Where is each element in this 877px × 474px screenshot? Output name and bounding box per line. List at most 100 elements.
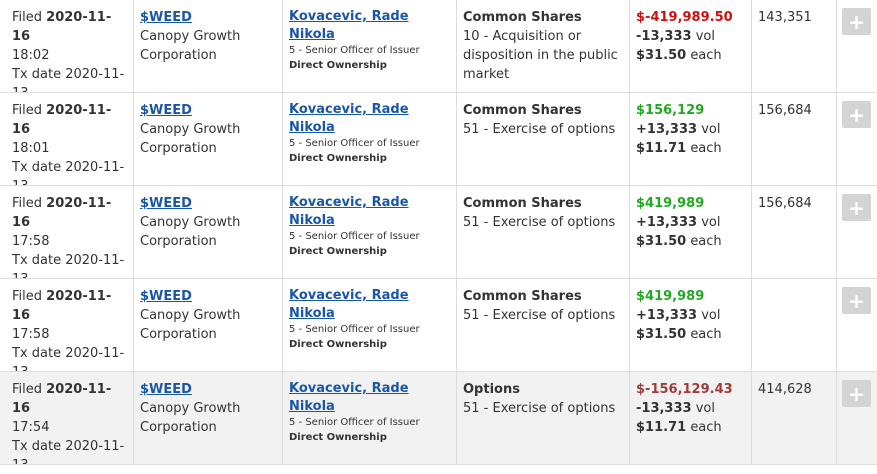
- security-type: Common Shares: [463, 289, 582, 304]
- vol-suffix: vol: [695, 29, 715, 44]
- table-row: Filed 2020-11-16 18:02 Tx date 2020-11- …: [0, 0, 877, 93]
- insider-link[interactable]: Kovacevic, Rade Nikola: [289, 102, 409, 135]
- holdings-value: 156,684: [758, 196, 812, 211]
- holdings-cell: 143,351: [752, 0, 837, 92]
- expand-cell: +: [837, 372, 877, 464]
- insider-link[interactable]: Kovacevic, Rade Nikola: [289, 9, 409, 42]
- insider-role: 5 - Senior Officer of Issuer: [289, 138, 420, 149]
- plus-icon: +: [848, 195, 865, 220]
- filed-prefix: Filed: [12, 289, 43, 304]
- transaction-nature: 51 - Exercise of options: [463, 215, 616, 230]
- company-name-cont: Corporation: [140, 48, 217, 63]
- holdings-cell: 156,684: [752, 93, 837, 185]
- ticker-cell: $WEED Canopy Growth Corporation: [134, 93, 283, 185]
- transaction-amount: $-156,129.43: [636, 382, 733, 397]
- ticker-link[interactable]: $WEED: [140, 289, 192, 304]
- volume: -13,333: [636, 29, 692, 44]
- ticker-link[interactable]: $WEED: [140, 10, 192, 25]
- company-name-cont: Corporation: [140, 327, 217, 342]
- insider-cell: Kovacevic, Rade Nikola 5 - Senior Office…: [283, 186, 457, 278]
- unit-price: $11.71: [636, 420, 687, 435]
- plus-icon: +: [848, 9, 865, 34]
- insider-cell: Kovacevic, Rade Nikola 5 - Senior Office…: [283, 0, 457, 92]
- insider-cell: Kovacevic, Rade Nikola 5 - Senior Office…: [283, 372, 457, 464]
- ownership-type: Direct Ownership: [289, 60, 387, 71]
- expand-button[interactable]: +: [842, 8, 871, 35]
- company-name: Canopy Growth: [140, 122, 241, 137]
- security-type: Common Shares: [463, 103, 582, 118]
- insider-role: 5 - Senior Officer of Issuer: [289, 45, 420, 56]
- ownership-type: Direct Ownership: [289, 339, 387, 350]
- tx-date: 2020-11-: [65, 160, 125, 175]
- vol-suffix: vol: [695, 401, 715, 416]
- filed-prefix: Filed: [12, 382, 43, 397]
- insider-cell: Kovacevic, Rade Nikola 5 - Senior Office…: [283, 279, 457, 371]
- filing-date-cell: Filed 2020-11-16 17:58 Tx date 2020-11- …: [0, 279, 134, 371]
- filed-prefix: Filed: [12, 103, 43, 118]
- filed-time: 17:54: [12, 420, 50, 435]
- tx-date: 2020-11-: [65, 253, 125, 268]
- security-type: Common Shares: [463, 196, 582, 211]
- ownership-type: Direct Ownership: [289, 432, 387, 443]
- table-row: Filed 2020-11-16 17:58 Tx date 2020-11- …: [0, 279, 877, 372]
- tx-date: 2020-11-: [65, 67, 125, 82]
- expand-button[interactable]: +: [842, 380, 871, 407]
- tx-prefix: Tx date: [12, 67, 62, 82]
- security-cell: Common Shares 51 - Exercise of options: [457, 186, 630, 278]
- expand-button[interactable]: +: [842, 194, 871, 221]
- transaction-nature: 51 - Exercise of options: [463, 308, 616, 323]
- filed-time: 18:01: [12, 141, 50, 156]
- security-cell: Options 51 - Exercise of options: [457, 372, 630, 464]
- filing-date-cell: Filed 2020-11-16 17:58 Tx date 2020-11- …: [0, 186, 134, 278]
- expand-cell: +: [837, 0, 877, 92]
- holdings-value: 414,628: [758, 382, 812, 397]
- plus-icon: +: [848, 381, 865, 406]
- expand-cell: +: [837, 93, 877, 185]
- insider-link[interactable]: Kovacevic, Rade Nikola: [289, 195, 409, 228]
- transaction-amount: $156,129: [636, 103, 705, 118]
- security-cell: Common Shares 51 - Exercise of options: [457, 93, 630, 185]
- ticker-cell: $WEED Canopy Growth Corporation: [134, 279, 283, 371]
- ticker-link[interactable]: $WEED: [140, 382, 192, 397]
- transaction-amount: $419,989: [636, 196, 705, 211]
- price-suffix: each: [690, 420, 722, 435]
- tx-prefix: Tx date: [12, 439, 62, 454]
- price-suffix: each: [690, 234, 722, 249]
- expand-cell: +: [837, 186, 877, 278]
- filed-date: 2020-11-16: [12, 289, 112, 323]
- holdings-cell: 156,684: [752, 186, 837, 278]
- ticker-link[interactable]: $WEED: [140, 196, 192, 211]
- volume: -13,333: [636, 401, 692, 416]
- holdings-value: 143,351: [758, 10, 812, 25]
- insider-link[interactable]: Kovacevic, Rade Nikola: [289, 288, 409, 321]
- ticker-cell: $WEED Canopy Growth Corporation: [134, 0, 283, 92]
- filed-prefix: Filed: [12, 196, 43, 211]
- transaction-nature: disposition in the public: [463, 48, 618, 63]
- security-type: Options: [463, 382, 520, 397]
- unit-price: $31.50: [636, 234, 687, 249]
- ticker-link[interactable]: $WEED: [140, 103, 192, 118]
- unit-price: $31.50: [636, 48, 687, 63]
- expand-cell: +: [837, 279, 877, 371]
- holdings-cell: 414,628: [752, 372, 837, 464]
- holdings-value: 156,684: [758, 103, 812, 118]
- plus-icon: +: [848, 102, 865, 127]
- value-cell: $419,989 +13,333 vol $31.50 each: [630, 186, 752, 278]
- filing-date-cell: Filed 2020-11-16 17:54 Tx date 2020-11- …: [0, 372, 134, 464]
- ticker-cell: $WEED Canopy Growth Corporation: [134, 186, 283, 278]
- company-name: Canopy Growth: [140, 29, 241, 44]
- tx-date-cont: 13: [12, 84, 127, 92]
- security-cell: Common Shares 51 - Exercise of options: [457, 279, 630, 371]
- filing-date-cell: Filed 2020-11-16 18:01 Tx date 2020-11- …: [0, 93, 134, 185]
- expand-button[interactable]: +: [842, 101, 871, 128]
- insider-link[interactable]: Kovacevic, Rade Nikola: [289, 381, 409, 414]
- expand-button[interactable]: +: [842, 287, 871, 314]
- unit-price: $11.71: [636, 141, 687, 156]
- ticker-cell: $WEED Canopy Growth Corporation: [134, 372, 283, 464]
- holdings-cell: [752, 279, 837, 371]
- tx-prefix: Tx date: [12, 160, 62, 175]
- table-row: Filed 2020-11-16 18:01 Tx date 2020-11- …: [0, 93, 877, 186]
- transaction-nature: 51 - Exercise of options: [463, 401, 616, 416]
- table-row: Filed 2020-11-16 17:54 Tx date 2020-11- …: [0, 372, 877, 465]
